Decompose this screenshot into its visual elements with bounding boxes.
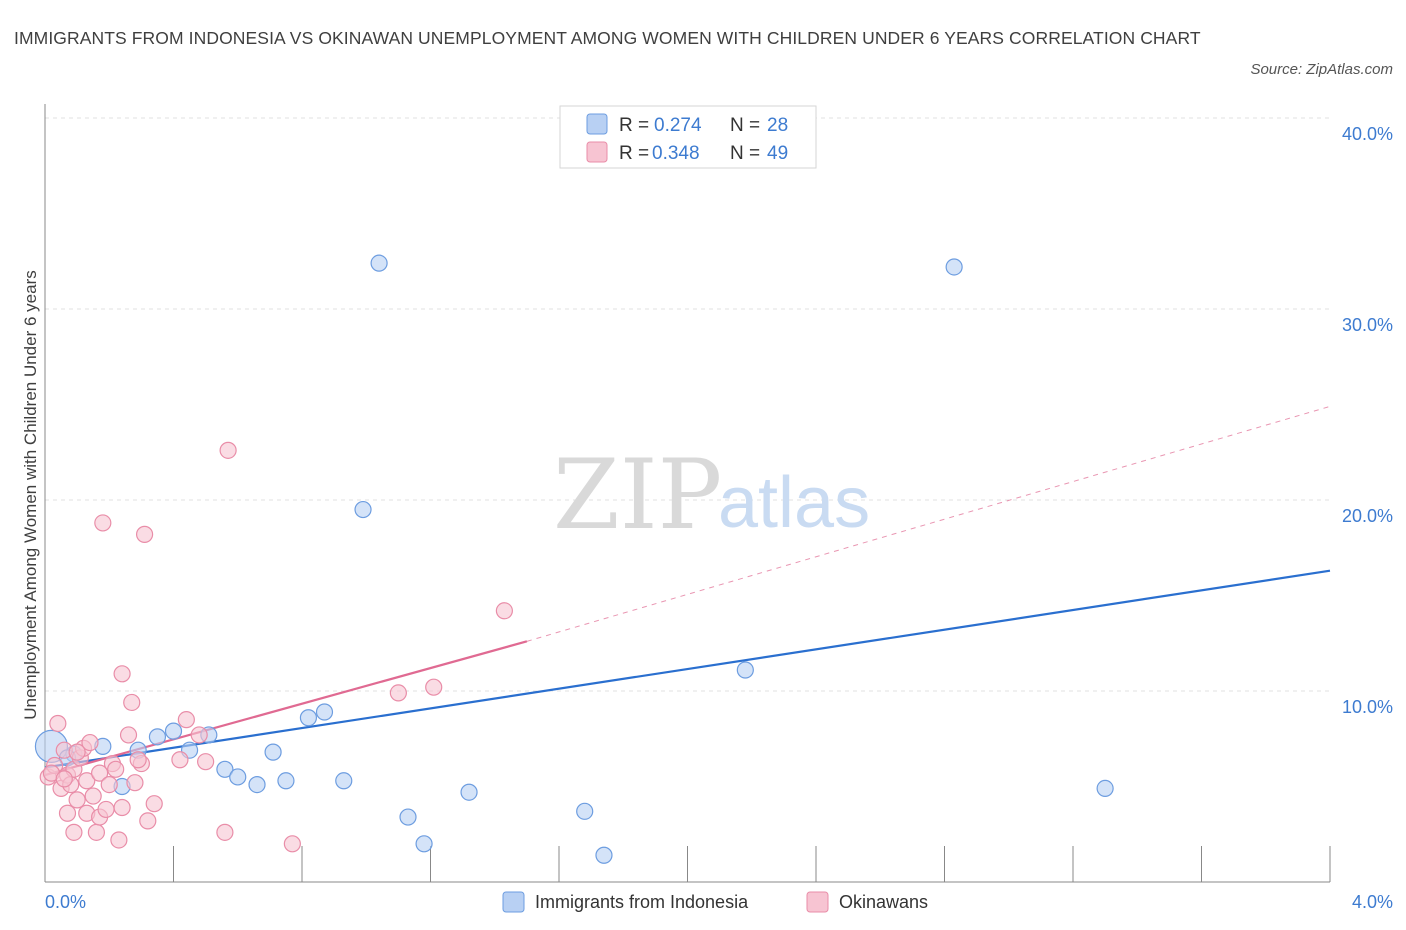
watermark: ZIP atlas xyxy=(553,439,870,551)
y-tick-label: 30.0% xyxy=(1342,315,1393,335)
stats-n-label-pink: N = xyxy=(730,143,760,164)
point-okinawans xyxy=(190,726,208,744)
point-okinawans xyxy=(126,774,144,792)
point-indonesia xyxy=(299,709,318,727)
point-okinawans xyxy=(87,823,106,841)
x-tick-min: 0.0% xyxy=(45,892,86,912)
point-okinawans xyxy=(171,751,189,769)
y-axis-title: Unemployment Among Women with Children U… xyxy=(21,270,40,719)
trendlines xyxy=(44,405,1331,777)
point-okinawans xyxy=(113,798,131,817)
point-okinawans xyxy=(389,684,407,702)
point-okinawans xyxy=(78,772,96,790)
point-okinawans xyxy=(283,835,301,853)
point-indonesia xyxy=(399,808,417,826)
legend-label-indonesia: Immigrants from Indonesia xyxy=(535,892,749,912)
point-indonesia xyxy=(354,500,372,519)
point-okinawans xyxy=(197,753,215,771)
point-indonesia xyxy=(264,743,282,761)
point-okinawans xyxy=(139,812,157,830)
point-okinawans xyxy=(97,800,115,819)
x-tick-max: 4.0% xyxy=(1352,892,1393,912)
point-indonesia xyxy=(148,728,167,746)
point-okinawans xyxy=(129,751,147,769)
point-okinawans xyxy=(119,726,138,744)
trendline-okinawans xyxy=(44,640,528,777)
stats-r-label-pink: R = xyxy=(619,143,649,164)
source-label: Source: ZipAtlas.com xyxy=(1250,61,1393,78)
point-indonesia xyxy=(229,768,247,786)
stats-legend-swatch-blue xyxy=(586,113,608,135)
point-okinawans xyxy=(65,823,83,841)
point-indonesia xyxy=(335,772,353,790)
trendline-indonesia xyxy=(44,569,1331,769)
point-indonesia xyxy=(415,835,433,853)
point-okinawans xyxy=(110,831,128,849)
stats-r-value-pink: 0.348 xyxy=(652,143,700,164)
point-indonesia xyxy=(736,661,754,679)
point-okinawans xyxy=(55,770,73,788)
chart-title: IMMIGRANTS FROM INDONESIA VS OKINAWAN UN… xyxy=(14,28,1201,48)
stats-n-value-blue: 28 xyxy=(767,115,788,136)
point-okinawans xyxy=(68,791,86,809)
point-okinawans xyxy=(81,733,99,752)
y-tick-labels: 10.0% 20.0% 30.0% 40.0% xyxy=(1342,124,1393,717)
point-indonesia xyxy=(595,846,613,864)
point-indonesia xyxy=(216,760,234,778)
point-indonesia xyxy=(164,722,183,740)
stats-r-label-blue: R = xyxy=(619,115,649,136)
point-okinawans xyxy=(135,525,154,543)
point-indonesia xyxy=(370,254,388,272)
point-okinawans xyxy=(113,665,131,683)
y-tick-label: 10.0% xyxy=(1342,697,1393,717)
y-tick-label: 40.0% xyxy=(1342,124,1393,144)
point-indonesia xyxy=(945,258,963,276)
legend-label-okinawans: Okinawans xyxy=(839,892,928,912)
point-okinawans xyxy=(123,693,141,712)
series-legend: Immigrants from Indonesia Okinawans xyxy=(502,891,928,913)
point-okinawans xyxy=(58,804,77,822)
axes xyxy=(44,104,1331,883)
watermark-atlas: atlas xyxy=(718,463,870,543)
stats-legend: R = 0.274 N = 28 R = 0.348 N = 49 xyxy=(559,105,817,169)
point-indonesia xyxy=(460,783,478,801)
point-okinawans xyxy=(495,602,513,620)
point-indonesia xyxy=(1096,779,1114,798)
point-okinawans xyxy=(94,514,112,532)
point-okinawans xyxy=(216,823,234,841)
point-okinawans xyxy=(219,441,237,459)
point-okinawans xyxy=(68,743,86,761)
point-okinawans xyxy=(425,678,443,696)
point-okinawans xyxy=(49,714,67,733)
point-okinawans xyxy=(145,795,163,813)
point-indonesia xyxy=(576,802,594,820)
grid-lines xyxy=(45,117,1330,692)
point-okinawans xyxy=(100,775,118,794)
point-indonesia xyxy=(277,772,295,790)
point-okinawans xyxy=(91,764,109,782)
point-okinawans xyxy=(84,787,102,805)
stats-n-value-pink: 49 xyxy=(767,143,788,164)
watermark-zip: ZIP xyxy=(553,439,722,551)
legend-swatch-indonesia xyxy=(502,891,525,913)
y-tick-label: 20.0% xyxy=(1342,506,1393,526)
data-points xyxy=(34,254,1114,864)
point-indonesia xyxy=(315,703,334,721)
point-indonesia xyxy=(248,775,266,794)
stats-r-value-blue: 0.274 xyxy=(654,115,702,136)
stats-n-label-blue: N = xyxy=(730,115,760,136)
point-okinawans xyxy=(107,760,125,778)
legend-swatch-okinawans xyxy=(806,891,829,913)
stats-legend-swatch-pink xyxy=(586,141,608,163)
point-okinawans xyxy=(177,711,195,729)
